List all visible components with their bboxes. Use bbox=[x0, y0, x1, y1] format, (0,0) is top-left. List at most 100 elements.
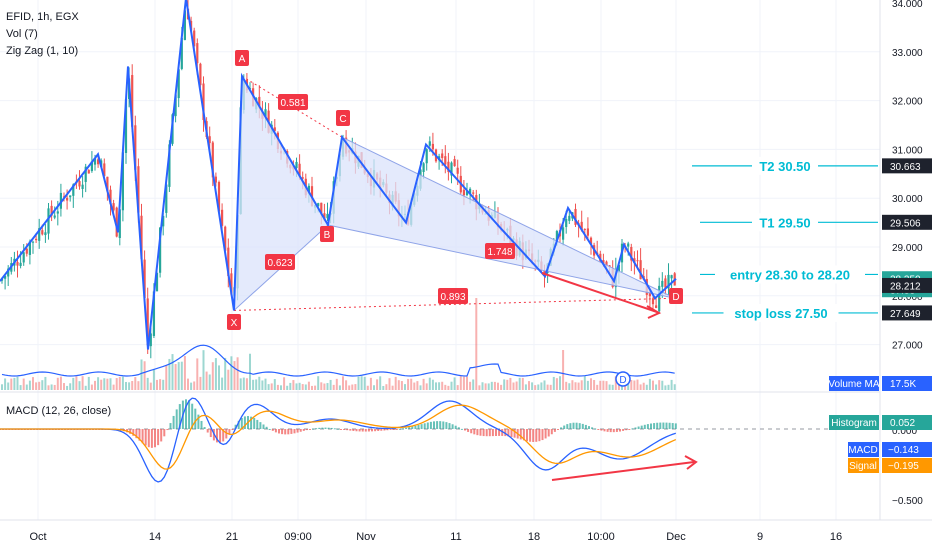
histogram-bar bbox=[464, 429, 466, 431]
divergence-arrows bbox=[541, 272, 698, 481]
histogram-bar bbox=[619, 429, 621, 432]
candle-body bbox=[469, 188, 472, 194]
candle-body bbox=[112, 203, 115, 211]
price-tick-label: 31.000 bbox=[892, 145, 923, 156]
volume-bar bbox=[642, 382, 645, 390]
candle-body bbox=[199, 63, 202, 86]
volume-bar bbox=[369, 377, 372, 390]
volume-bar bbox=[19, 385, 22, 390]
signal-label: Signal bbox=[849, 461, 877, 472]
histogram-bar bbox=[656, 422, 659, 429]
volume-bar bbox=[416, 381, 419, 390]
volume-bar bbox=[255, 379, 258, 390]
volume-bar bbox=[258, 376, 261, 390]
candle-body bbox=[258, 96, 261, 108]
ratio-box bbox=[265, 254, 295, 270]
volume-bar bbox=[614, 376, 617, 390]
histogram-bar bbox=[169, 423, 172, 429]
candle-body bbox=[72, 184, 75, 196]
histogram-bar bbox=[318, 427, 321, 429]
histogram-bar bbox=[197, 414, 200, 429]
histogram-bar bbox=[417, 424, 420, 429]
volume-bar bbox=[63, 383, 65, 390]
volume-bar bbox=[459, 376, 462, 390]
candle-body bbox=[320, 202, 323, 215]
histogram-bar bbox=[355, 429, 358, 432]
volume-bar bbox=[509, 377, 512, 390]
histogram-bar bbox=[600, 429, 603, 431]
volume-bar bbox=[286, 385, 289, 390]
volume-bar bbox=[373, 385, 375, 390]
volume-bar bbox=[304, 384, 307, 390]
volume-bar bbox=[103, 378, 106, 390]
volume-bar bbox=[593, 380, 596, 390]
volume-ma-label-box bbox=[829, 376, 879, 391]
volume-bar bbox=[586, 380, 589, 390]
histogram-bar bbox=[550, 429, 553, 435]
candle-body bbox=[444, 156, 447, 165]
histogram-bar bbox=[625, 429, 628, 431]
histogram-bar bbox=[473, 429, 476, 435]
time-axis-labels[interactable]: Oct 14 21 09:00 Nov 11 18 10:00 Dec 9 16 bbox=[29, 531, 842, 543]
histogram-bar bbox=[495, 429, 497, 436]
volume-bar bbox=[611, 384, 614, 390]
volume-bar bbox=[193, 381, 196, 390]
volume-bar bbox=[388, 378, 391, 390]
volume-bar bbox=[162, 379, 165, 390]
histogram-bar bbox=[287, 429, 290, 435]
zigzag-legend[interactable]: Zig Zag (1, 10) bbox=[6, 45, 78, 57]
price-axis-ticks[interactable]: 34.000 33.000 32.000 31.000 30.000 29.000 28.0… bbox=[892, 0, 923, 352]
histogram-bar bbox=[594, 428, 597, 430]
volume-bar bbox=[50, 384, 53, 390]
volume-bar bbox=[481, 382, 484, 390]
histogram-bar bbox=[662, 422, 665, 429]
volume-bar bbox=[571, 380, 574, 390]
histogram-bar bbox=[185, 399, 187, 429]
histogram-bar bbox=[628, 429, 631, 430]
volume-bar bbox=[78, 381, 81, 390]
volume-bar bbox=[357, 376, 360, 390]
volume-bar bbox=[655, 384, 658, 390]
histogram-bar bbox=[253, 418, 256, 429]
histogram-bar bbox=[138, 429, 141, 441]
histogram-bar bbox=[222, 429, 225, 442]
candle-body bbox=[224, 226, 227, 251]
volume-bar bbox=[174, 364, 177, 390]
volume-bar bbox=[196, 358, 199, 390]
candle-body bbox=[583, 228, 586, 231]
volume-bar bbox=[540, 382, 543, 390]
histogram-value-box bbox=[882, 415, 932, 430]
candle-body bbox=[41, 230, 44, 235]
volume-bar bbox=[261, 380, 264, 390]
volume-bar bbox=[524, 384, 527, 390]
histogram-value: 0.052 bbox=[890, 418, 915, 429]
histogram-bar bbox=[643, 424, 646, 429]
histogram-bar bbox=[597, 429, 600, 430]
macd-legend[interactable]: MACD (12, 26, close) bbox=[6, 405, 111, 417]
annotation-text: T1 29.50 bbox=[759, 215, 810, 230]
symbol-legend[interactable]: EFID, 1h, EGX bbox=[6, 11, 79, 23]
dividend-marker[interactable]: D bbox=[615, 371, 631, 387]
volume-bar bbox=[152, 368, 155, 390]
candle-body bbox=[447, 161, 450, 172]
histogram-bar bbox=[268, 428, 271, 430]
volume-bar bbox=[128, 382, 131, 390]
histogram-bar bbox=[411, 426, 414, 429]
volume-bar bbox=[348, 385, 351, 390]
volume-bar bbox=[218, 365, 220, 390]
volume-bar bbox=[404, 384, 406, 390]
candle-body bbox=[667, 274, 670, 289]
harmonic-point-box bbox=[235, 50, 249, 66]
price-tag-box bbox=[882, 277, 932, 293]
candle-body bbox=[180, 37, 183, 69]
candle-body bbox=[441, 153, 444, 158]
volume-bar bbox=[221, 377, 224, 390]
volume-bar bbox=[16, 376, 19, 390]
ratio-label: 0.581 bbox=[280, 98, 305, 109]
candle-body bbox=[115, 207, 118, 237]
histogram-bar bbox=[312, 428, 315, 430]
harmonic-leg bbox=[327, 224, 676, 299]
volume-legend[interactable]: Vol (7) bbox=[6, 28, 38, 40]
candle-body bbox=[106, 176, 109, 192]
